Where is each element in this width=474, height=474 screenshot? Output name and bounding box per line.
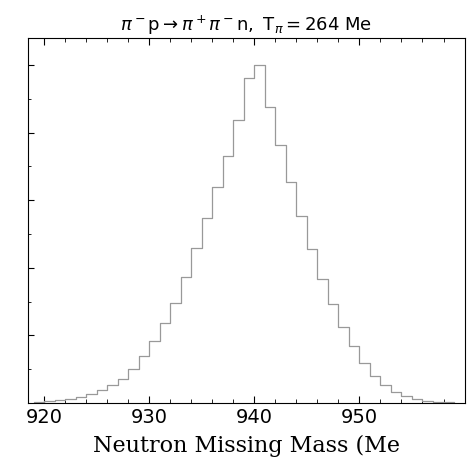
X-axis label: Neutron Missing Mass (Me: Neutron Missing Mass (Me xyxy=(93,435,400,457)
Title: $\pi^-\mathrm{p} \rightarrow \pi^+\pi^-\mathrm{n}, \ \mathrm{T}_{\pi}=264 \ \mat: $\pi^-\mathrm{p} \rightarrow \pi^+\pi^-\… xyxy=(120,14,373,37)
